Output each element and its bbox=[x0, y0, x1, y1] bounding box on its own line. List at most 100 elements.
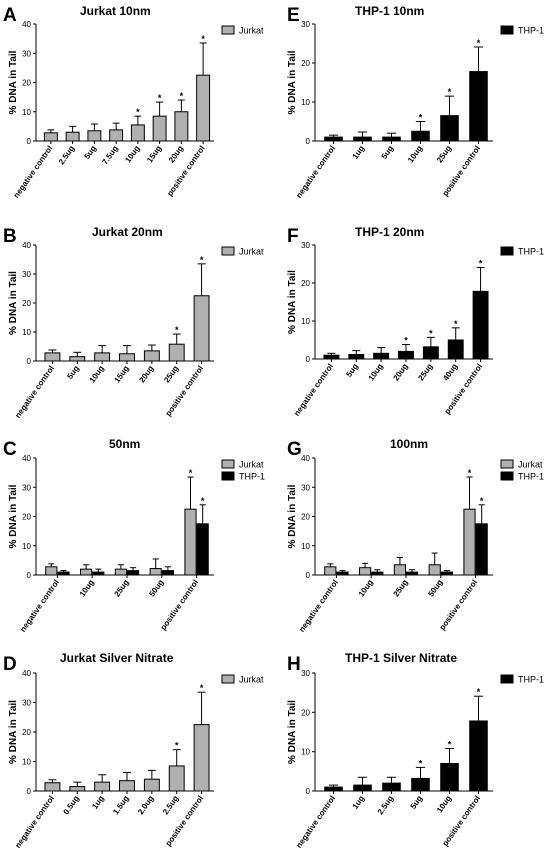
bar-thp-1 bbox=[440, 571, 453, 576]
bar-thp-1 bbox=[323, 354, 340, 360]
x-category-label: 5ug bbox=[409, 794, 425, 811]
bar-thp-1 bbox=[57, 571, 70, 576]
significance-star: * bbox=[448, 87, 452, 97]
x-category-label: 10ug bbox=[406, 144, 424, 165]
x-category-label: 5ug bbox=[380, 144, 396, 161]
bar-jurkat bbox=[428, 564, 441, 576]
legend-label: Jurkat bbox=[239, 26, 264, 36]
bar-jurkat bbox=[114, 568, 127, 576]
x-category-label: 15ug bbox=[145, 144, 163, 165]
chart-panel-h: H THP-1 Silver Nitrate 0 10 20 30 % DNA in Tai… bbox=[287, 651, 544, 850]
significance-star: * bbox=[200, 683, 204, 693]
y-tick-label: 40 bbox=[22, 454, 31, 463]
x-category-label: positive control bbox=[438, 578, 480, 632]
y-tick-label: 30 bbox=[22, 49, 31, 58]
x-category-label: 50ug bbox=[147, 578, 165, 599]
bar-jurkat bbox=[196, 74, 211, 142]
significance-star: * bbox=[136, 107, 140, 117]
significance-star: * bbox=[454, 319, 458, 329]
bar-thp-1 bbox=[422, 346, 439, 360]
bar-thp-1 bbox=[382, 136, 401, 142]
y-tick-label: 20 bbox=[301, 708, 310, 717]
y-tick-label: 10 bbox=[22, 758, 31, 767]
legend-label: THP-1 bbox=[239, 472, 265, 482]
y-axis-label: % DNA in Tail bbox=[8, 50, 19, 114]
legend-label: Jurkat bbox=[518, 460, 543, 470]
legend-swatch bbox=[500, 471, 514, 481]
bar-thp-1 bbox=[353, 136, 372, 142]
legend-swatch bbox=[500, 25, 514, 35]
x-category-label: 1ug bbox=[351, 144, 367, 161]
bar-thp-1 bbox=[406, 571, 419, 576]
bar-jurkat bbox=[44, 782, 61, 792]
y-tick-label: 30 bbox=[22, 270, 31, 279]
x-category-label: 5ug bbox=[65, 364, 81, 381]
legend-label: THP-1 bbox=[518, 247, 544, 257]
y-tick-label: 30 bbox=[301, 20, 310, 29]
x-category-label: 15ug bbox=[113, 364, 131, 385]
x-category-label: 10ug bbox=[123, 144, 141, 165]
bar-thp-1 bbox=[447, 339, 464, 360]
bar-jurkat bbox=[69, 356, 86, 362]
bar-jurkat bbox=[143, 778, 160, 792]
bar-jurkat bbox=[149, 568, 162, 576]
bar-jurkat bbox=[119, 353, 135, 362]
bar-jurkat bbox=[69, 786, 86, 792]
chart-panel-a: A Jurkat 10nm 0 10 20 30 40 % DNA in Tail negati… bbox=[3, 4, 264, 200]
y-tick-label: 0 bbox=[27, 357, 32, 366]
x-category-label: 20ug bbox=[137, 364, 155, 385]
x-category-label: negative control bbox=[294, 144, 337, 200]
panel-letter: B bbox=[3, 226, 17, 247]
x-category-label: 10ug bbox=[88, 364, 106, 385]
bar-thp-1 bbox=[475, 523, 488, 576]
x-category-label: 25ug bbox=[392, 578, 410, 599]
x-category-label: 40ug bbox=[441, 362, 459, 383]
legend-swatch bbox=[221, 471, 235, 481]
y-tick-label: 40 bbox=[301, 454, 310, 463]
x-category-label: negative control bbox=[292, 362, 335, 418]
y-tick-label: 0 bbox=[306, 787, 311, 796]
x-category-label: 2.5ug bbox=[57, 144, 76, 166]
x-category-label: 10ug bbox=[357, 578, 375, 599]
y-tick-label: 40 bbox=[22, 20, 31, 29]
legend-swatch bbox=[221, 246, 235, 256]
significance-star: * bbox=[404, 336, 408, 346]
bar-thp-1 bbox=[371, 571, 384, 576]
bar-thp-1 bbox=[440, 115, 459, 142]
y-tick-label: 40 bbox=[22, 241, 31, 250]
bar-thp-1 bbox=[353, 784, 372, 792]
bar-jurkat bbox=[65, 131, 80, 142]
x-category-label: 5ug bbox=[344, 362, 360, 379]
x-category-label: 25ug bbox=[113, 578, 131, 599]
bar-jurkat bbox=[80, 568, 93, 576]
bar-jurkat bbox=[87, 130, 102, 142]
y-tick-label: 30 bbox=[22, 483, 31, 492]
legend-label: Jurkat bbox=[239, 247, 264, 257]
y-tick-label: 30 bbox=[301, 669, 310, 678]
panel-letter: F bbox=[287, 226, 299, 247]
y-axis-label: % DNA in Tail bbox=[8, 484, 19, 548]
x-category-label: positive control bbox=[159, 578, 201, 632]
panel-title: Jurkat 20nm bbox=[92, 225, 163, 239]
legend-label: THP-1 bbox=[518, 675, 544, 685]
bar-thp-1 bbox=[469, 71, 488, 142]
y-axis-label: % DNA in Tail bbox=[8, 271, 19, 335]
significance-star: * bbox=[201, 496, 205, 506]
bar-thp-1 bbox=[472, 290, 489, 360]
y-tick-label: 20 bbox=[22, 728, 31, 737]
bar-thp-1 bbox=[411, 130, 430, 142]
bar-jurkat bbox=[94, 781, 111, 792]
x-category-label: 25ug bbox=[162, 364, 180, 385]
chart-panel-e: E THP-1 10nm 0 10 20 30 % DNA in Tail negative … bbox=[287, 4, 544, 200]
bar-jurkat bbox=[168, 343, 185, 362]
bar-thp-1 bbox=[373, 352, 390, 360]
bar-jurkat bbox=[119, 780, 135, 792]
bar-jurkat bbox=[324, 566, 337, 576]
bar-jurkat bbox=[359, 567, 372, 576]
x-category-label: negative control bbox=[294, 794, 337, 850]
legend-swatch bbox=[221, 459, 235, 469]
y-tick-label: 20 bbox=[301, 513, 310, 522]
chart-panel-c: C 50nm 0 10 20 30 40 % DNA in Tail negative cont… bbox=[3, 437, 265, 634]
y-tick-label: 20 bbox=[22, 513, 31, 522]
